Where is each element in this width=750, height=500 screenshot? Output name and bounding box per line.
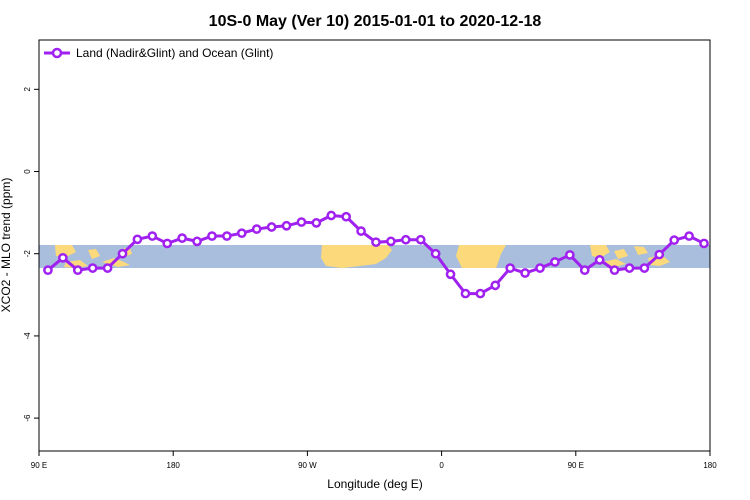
land-patch [102,258,130,267]
data-point [699,238,709,249]
data-point [594,255,605,265]
land-patch [648,255,670,266]
data-point [684,231,694,241]
land-patch [88,249,100,259]
legend-label: Land (Nadir&Glint) and Ocean (Glint) [76,46,273,60]
x-tick-label: 0 [439,461,444,470]
data-point [311,218,322,228]
latitude-band [39,245,710,268]
y-axis-label: XCO2 - MLO trend (ppm) [0,178,13,313]
data-point [609,265,620,276]
land-patch [634,246,648,255]
x-tick-label: 90 W [298,461,317,470]
land-patch [456,245,506,268]
data-point [102,263,113,273]
x-axis-label: Longitude (deg E) [327,477,422,491]
data-point [87,263,98,273]
data-point [564,250,575,260]
data-point [490,280,501,291]
data-point [117,248,128,259]
data-point [475,288,486,299]
data-point [550,257,560,267]
x-axis-ticks: 90 E 180 90 W 0 90 E 180 [31,451,717,470]
data-point [535,263,545,273]
data-point [236,228,247,239]
data-point [207,231,217,241]
data-point [624,263,635,273]
data-point [147,231,158,241]
data-point [579,265,590,276]
data-point [177,233,187,243]
data-point [132,234,143,245]
plot-area: 90 E 180 90 W 0 90 E 180 2 0 -2 -4 -6 [23,39,717,470]
land-patch [321,245,392,268]
data-point [505,263,516,273]
data-point [43,265,53,276]
data-point [386,236,396,247]
x-tick-label: 180 [167,461,181,470]
data-point [654,249,665,260]
data-point [400,234,411,245]
data-point [222,231,232,241]
data-point [669,235,680,246]
y-axis-ticks: 2 0 -2 -4 -6 [23,87,39,422]
data-point [72,265,83,276]
land-patch [590,245,610,258]
data-point [341,211,352,222]
data-point [162,238,173,249]
data-point [520,268,530,278]
data-point [266,222,277,232]
x-tick-label: 180 [703,461,717,470]
data-point [371,237,381,248]
y-tick-label: -6 [23,414,32,422]
data-point [58,252,68,263]
data-point [460,288,471,299]
x-tick-label: 90 E [568,461,584,470]
data-point [430,248,441,259]
series-lines [43,210,709,299]
legend: Land (Nadir&Glint) and Ocean (Glint) [44,46,273,60]
x-tick-label: 90 E [31,461,47,470]
data-point [639,263,650,273]
plot-frame [38,39,711,452]
y-tick-label: -4 [23,332,32,340]
y-tick-label: -2 [23,250,32,258]
data-point [251,224,262,234]
y-tick-label: 2 [23,87,32,92]
data-point [356,226,366,236]
data-point [296,217,307,227]
data-point [192,236,202,247]
land-patch [602,259,626,267]
legend-marker [51,47,63,59]
data-point [326,210,337,221]
chart-title: 10S-0 May (Ver 10) 2015-01-01 to 2020-12… [209,13,542,30]
land-patch [614,249,628,259]
y-tick-label: 0 [23,169,32,174]
data-point [415,234,426,245]
data-point [281,220,292,231]
data-point [445,269,456,280]
